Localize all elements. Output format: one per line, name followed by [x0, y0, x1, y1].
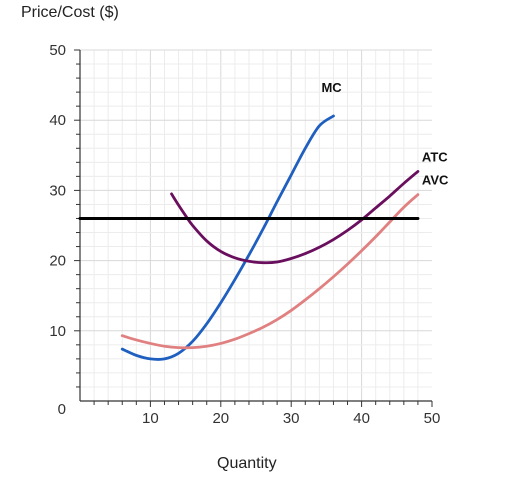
- origin-label: 0: [58, 401, 66, 418]
- series-label-avc: AVC: [422, 173, 449, 188]
- series-atc-line: [170, 170, 420, 265]
- series-label-atc: ATC: [422, 149, 448, 164]
- axes: [79, 50, 432, 402]
- series-group: [78, 114, 420, 361]
- x-axis-title: Quantity: [217, 455, 277, 472]
- y-tick-label: 40: [49, 112, 66, 129]
- y-axis-title: Price/Cost ($): [21, 4, 119, 21]
- series-avc-line: [120, 193, 420, 350]
- series-labels: MC ATC AVC: [321, 80, 449, 188]
- x-tick-label: 50: [424, 410, 441, 427]
- ticks: 10 20 30 40 50 10 20 30 40 50 0: [49, 42, 440, 427]
- series-mc-line: [120, 114, 335, 361]
- grid: [80, 49, 432, 401]
- x-tick-label: 10: [142, 410, 159, 427]
- series-label-mc: MC: [321, 80, 342, 95]
- x-tick-label: 30: [283, 410, 300, 427]
- y-tick-label: 50: [49, 42, 66, 59]
- y-tick-label: 30: [49, 182, 66, 199]
- y-tick-label: 10: [49, 323, 66, 340]
- x-tick-label: 40: [353, 410, 370, 427]
- y-tick-label: 20: [49, 253, 66, 270]
- x-tick-label: 20: [212, 410, 229, 427]
